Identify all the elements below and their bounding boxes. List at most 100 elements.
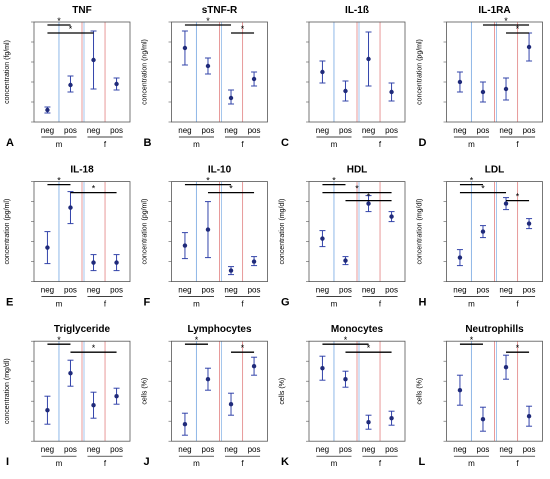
significance-star: *	[470, 335, 474, 345]
data-point	[251, 259, 257, 264]
plot-frame	[33, 181, 131, 283]
x-tick-label: neg	[41, 126, 54, 135]
x-tick-label: neg	[178, 445, 191, 454]
x-tick-label: neg	[316, 445, 329, 454]
significance-star: *	[69, 24, 73, 34]
data-point	[480, 229, 486, 234]
sex-label: f	[104, 300, 107, 309]
x-tick-label: neg	[499, 445, 512, 454]
data-point	[366, 201, 371, 206]
significance-star: *	[516, 192, 520, 202]
x-tick-label: pos	[248, 445, 261, 454]
y-axis-label: concentration (mg/dl)	[279, 199, 286, 265]
x-tick-label: pos	[202, 286, 215, 295]
sex-label: m	[56, 459, 63, 468]
data-point	[205, 377, 211, 382]
x-tick-label: pos	[202, 445, 215, 454]
panel-letter: C	[281, 137, 289, 149]
x-tick-label: neg	[316, 126, 329, 135]
plot-frame	[446, 21, 543, 123]
data-point	[343, 88, 348, 94]
data-point	[320, 236, 325, 241]
panel-letter: B	[144, 137, 152, 149]
data-point	[68, 205, 73, 210]
x-tick-label: pos	[64, 126, 77, 135]
significance-star: *	[504, 16, 508, 26]
data-point	[457, 388, 463, 393]
panel-title: sTNF-R	[202, 5, 238, 16]
data-point	[228, 402, 234, 407]
sex-label: f	[379, 459, 382, 468]
x-tick-label: neg	[362, 286, 375, 295]
panel-letter: L	[419, 456, 426, 468]
panel-title: Triglyceride	[54, 324, 111, 335]
sex-label: m	[468, 140, 475, 149]
sex-label: m	[56, 300, 63, 309]
panel-letter: H	[419, 297, 427, 309]
plot-frame	[446, 181, 543, 283]
x-tick-label: neg	[362, 126, 375, 135]
panel-title: TNF	[72, 5, 91, 16]
data-point	[45, 408, 50, 413]
sex-label: f	[241, 300, 244, 309]
data-point	[320, 366, 325, 371]
sex-label: f	[241, 459, 244, 468]
y-axis-label: concentration (fg/ml)	[4, 40, 11, 104]
x-tick-label: pos	[248, 126, 261, 135]
plot-frame	[33, 21, 131, 123]
x-tick-label: pos	[523, 126, 536, 135]
panel-title: HDL	[347, 165, 368, 176]
plot-frame	[171, 21, 268, 123]
data-point	[526, 414, 532, 419]
data-point	[182, 243, 188, 248]
x-tick-label: neg	[453, 126, 466, 135]
panel-letter: I	[6, 456, 9, 468]
data-point	[45, 107, 50, 113]
data-point	[91, 57, 96, 63]
sex-label: f	[104, 459, 107, 468]
x-tick-label: pos	[64, 286, 77, 295]
significance-star: *	[516, 343, 520, 353]
data-point	[45, 245, 50, 250]
panel-letter: K	[281, 456, 289, 468]
panel-letter: D	[419, 137, 427, 149]
sex-label: m	[56, 140, 63, 149]
data-point	[457, 79, 463, 85]
significance-star: *	[241, 24, 245, 34]
panel-title: IL-18	[70, 165, 94, 176]
data-point	[389, 214, 394, 219]
data-point	[503, 86, 509, 92]
significance-star: *	[206, 176, 210, 186]
sex-label: m	[468, 459, 475, 468]
panel-i: Triglyceride concentration (mg/dl) * * neg po…	[4, 324, 131, 468]
panel-letter: F	[144, 297, 151, 309]
data-point	[526, 221, 532, 226]
x-tick-label: pos	[248, 286, 261, 295]
y-axis-label: concentration (mg/dl)	[417, 199, 424, 265]
significance-star: *	[195, 335, 199, 345]
sex-label: f	[379, 300, 382, 309]
x-tick-label: neg	[224, 286, 237, 295]
data-point	[205, 63, 211, 69]
data-point	[68, 371, 73, 376]
x-tick-label: neg	[316, 286, 329, 295]
x-tick-label: neg	[87, 286, 100, 295]
data-point	[366, 420, 371, 425]
data-point	[503, 201, 509, 206]
data-point	[457, 255, 463, 260]
x-tick-label: pos	[385, 126, 398, 135]
x-tick-label: pos	[110, 126, 123, 135]
y-axis-label: cells (%)	[417, 378, 424, 405]
panel-title: Monocytes	[331, 324, 384, 335]
data-point	[526, 44, 532, 50]
sex-label: m	[193, 459, 200, 468]
data-point	[114, 394, 119, 399]
y-axis-label: concentration (pg/ml)	[4, 199, 11, 265]
significance-star: *	[470, 176, 474, 186]
